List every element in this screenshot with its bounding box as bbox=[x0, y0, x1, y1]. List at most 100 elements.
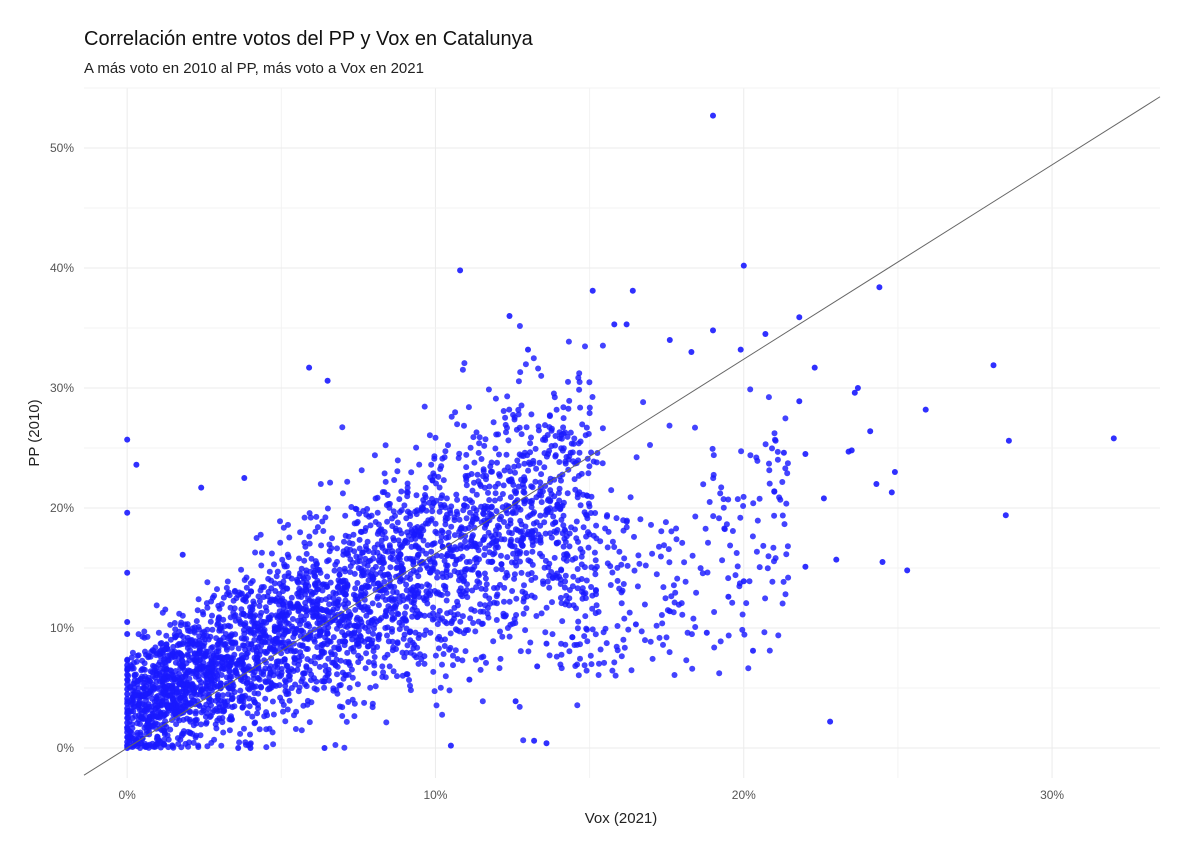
data-point bbox=[668, 593, 675, 600]
data-point bbox=[706, 499, 713, 505]
data-point bbox=[537, 512, 544, 519]
data-point bbox=[187, 708, 194, 715]
data-point bbox=[754, 517, 761, 524]
data-point bbox=[428, 516, 435, 522]
data-point bbox=[237, 620, 244, 627]
data-point bbox=[692, 624, 699, 630]
data-point bbox=[443, 495, 450, 502]
data-point bbox=[440, 477, 447, 484]
data-point bbox=[306, 540, 313, 547]
data-point bbox=[197, 688, 204, 695]
data-point bbox=[515, 504, 522, 511]
data-point bbox=[1110, 435, 1117, 442]
data-point bbox=[285, 673, 292, 680]
data-point bbox=[433, 702, 440, 709]
data-point bbox=[660, 641, 666, 648]
data-point bbox=[582, 613, 589, 620]
data-point bbox=[351, 570, 358, 577]
data-point bbox=[379, 554, 386, 561]
data-point bbox=[557, 594, 564, 601]
data-point bbox=[517, 648, 524, 655]
data-point bbox=[226, 684, 233, 691]
data-point bbox=[242, 622, 249, 629]
data-point bbox=[543, 604, 550, 611]
data-point bbox=[193, 684, 200, 691]
data-point bbox=[802, 451, 809, 457]
data-point bbox=[209, 626, 216, 633]
data-point bbox=[575, 374, 582, 381]
data-point bbox=[377, 569, 384, 576]
data-point bbox=[467, 509, 473, 516]
data-point bbox=[270, 668, 277, 675]
data-point bbox=[336, 638, 343, 645]
data-point bbox=[237, 730, 244, 737]
data-point bbox=[530, 460, 537, 467]
data-point bbox=[674, 575, 681, 582]
data-point bbox=[141, 628, 148, 635]
data-point bbox=[172, 626, 179, 633]
data-point bbox=[747, 386, 754, 393]
data-point bbox=[153, 602, 160, 609]
data-point bbox=[446, 646, 453, 653]
data-point bbox=[656, 543, 662, 550]
data-point bbox=[386, 542, 393, 549]
data-point bbox=[184, 682, 191, 689]
data-point bbox=[796, 398, 803, 405]
data-point bbox=[413, 511, 420, 518]
data-point bbox=[153, 713, 160, 720]
data-point bbox=[561, 535, 568, 542]
data-point bbox=[547, 497, 554, 504]
data-point bbox=[631, 567, 638, 574]
data-point bbox=[170, 643, 177, 650]
data-point bbox=[454, 421, 461, 428]
data-point bbox=[255, 665, 262, 672]
data-point bbox=[207, 618, 214, 625]
data-point bbox=[647, 442, 653, 448]
data-point bbox=[511, 463, 518, 470]
data-point bbox=[331, 651, 338, 658]
data-point bbox=[689, 552, 696, 559]
data-point bbox=[710, 112, 716, 119]
data-point bbox=[604, 544, 611, 551]
data-point bbox=[532, 445, 539, 452]
data-point bbox=[566, 648, 573, 655]
data-point bbox=[777, 496, 784, 503]
data-point bbox=[375, 602, 382, 609]
data-point bbox=[498, 566, 505, 573]
data-point bbox=[387, 564, 394, 571]
data-point bbox=[389, 515, 395, 522]
data-point bbox=[447, 630, 454, 637]
data-point bbox=[455, 455, 462, 461]
data-point bbox=[587, 652, 594, 659]
data-point bbox=[423, 627, 429, 634]
data-point bbox=[258, 618, 265, 625]
data-point bbox=[448, 413, 455, 420]
data-point bbox=[873, 481, 880, 487]
data-point bbox=[337, 657, 344, 664]
data-point bbox=[169, 742, 176, 749]
data-point bbox=[477, 483, 484, 489]
data-point bbox=[750, 647, 756, 654]
data-point bbox=[280, 708, 286, 715]
data-point bbox=[340, 601, 347, 608]
data-point bbox=[537, 550, 543, 557]
data-point bbox=[184, 715, 190, 722]
data-point bbox=[263, 650, 270, 656]
data-point bbox=[251, 623, 258, 629]
data-point bbox=[665, 546, 672, 553]
data-point bbox=[613, 643, 620, 650]
data-point bbox=[267, 663, 274, 670]
data-point bbox=[240, 678, 246, 685]
data-point bbox=[194, 607, 201, 614]
data-point bbox=[273, 635, 279, 642]
data-point bbox=[365, 628, 372, 635]
data-point bbox=[770, 544, 777, 551]
data-point bbox=[699, 570, 706, 577]
data-point bbox=[710, 513, 717, 520]
data-point bbox=[438, 553, 445, 559]
data-point bbox=[312, 660, 318, 667]
data-point bbox=[130, 697, 137, 704]
data-point bbox=[618, 589, 625, 596]
data-point bbox=[394, 468, 401, 475]
data-point bbox=[729, 528, 736, 534]
